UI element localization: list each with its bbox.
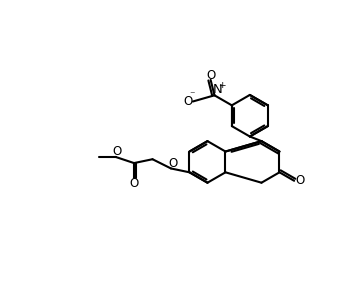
Text: +: + [218,81,226,90]
Text: O: O [129,177,139,190]
Text: O: O [183,95,192,108]
Text: O: O [295,174,304,187]
Text: O: O [168,157,177,170]
Text: O: O [206,69,215,82]
Text: ⁻: ⁻ [190,90,195,100]
Text: N: N [213,83,223,97]
Text: O: O [112,145,122,158]
